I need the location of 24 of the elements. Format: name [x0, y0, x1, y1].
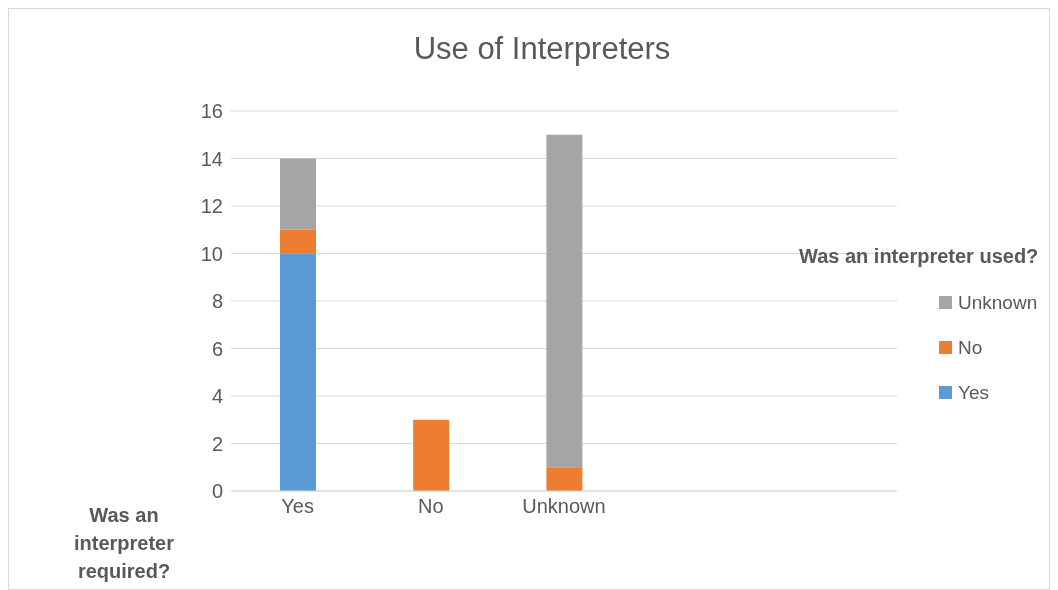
- bar: [546, 467, 583, 491]
- bar: [280, 253, 316, 491]
- x-axis-title: Was an interpreter required?: [73, 503, 175, 584]
- y-tick-label: 4: [211, 385, 223, 408]
- y-tick-label: 2: [211, 432, 223, 455]
- y-tick-label: 8: [211, 290, 223, 313]
- x-tick-label: Yes: [281, 495, 314, 518]
- y-tick-label: 16: [200, 100, 223, 123]
- y-tick-label: 14: [200, 147, 223, 170]
- legend-label: Unknown: [957, 290, 1039, 315]
- legend-label: Yes: [957, 380, 990, 405]
- x-tick-label: Unknown: [522, 495, 606, 518]
- bar: [280, 229, 316, 254]
- x-tick-label: No: [418, 495, 444, 518]
- legend-label: No: [957, 335, 984, 360]
- y-tick-label: 12: [200, 195, 223, 218]
- legend-title: Was an interpreter used?: [799, 245, 1039, 268]
- y-tick-label: 10: [200, 242, 223, 265]
- bar: [280, 158, 316, 230]
- y-tick-label: 0: [211, 480, 223, 503]
- bar: [546, 134, 583, 468]
- y-tick-label: 6: [211, 337, 223, 360]
- chart-title: Use of Interpreters: [412, 31, 672, 67]
- bar: [413, 419, 450, 491]
